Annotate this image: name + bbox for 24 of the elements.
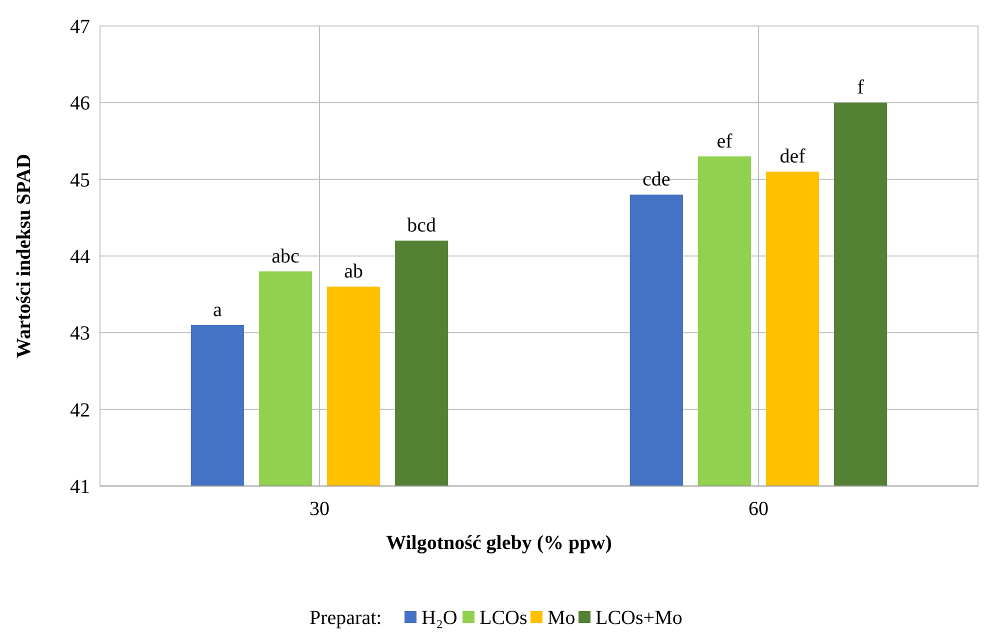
data-label: def: [780, 146, 806, 168]
legend-title: Preparat:: [310, 607, 382, 629]
data-label: f: [857, 76, 864, 99]
y-tick-label: 45: [70, 169, 90, 192]
legend-label: LCOs+Mo: [596, 607, 682, 629]
y-axis-title: Wartości indeksu SPAD: [13, 154, 35, 358]
data-label: bcd: [407, 214, 436, 237]
data-label: ef: [716, 130, 733, 152]
data-label: cde: [642, 168, 670, 191]
legend-label: Mo: [548, 607, 576, 629]
data-label: ab: [344, 260, 363, 283]
y-tick-label: 41: [70, 476, 90, 498]
y-tick-label: 47: [70, 16, 90, 38]
y-tick-label: 42: [70, 399, 90, 422]
data-label: abc: [272, 245, 300, 268]
y-tick-label: 43: [70, 322, 90, 345]
x-tick-label: 60: [748, 498, 768, 520]
y-tick-label: 46: [70, 92, 90, 115]
legend-label: H₂O: [422, 607, 458, 629]
x-tick-label: 30: [310, 498, 330, 520]
x-axis-title: Wilgotność gleby (% ppw): [386, 532, 612, 554]
data-label: a: [212, 299, 222, 321]
legend-label: LCOs: [480, 607, 528, 629]
y-tick-label: 44: [70, 246, 90, 268]
